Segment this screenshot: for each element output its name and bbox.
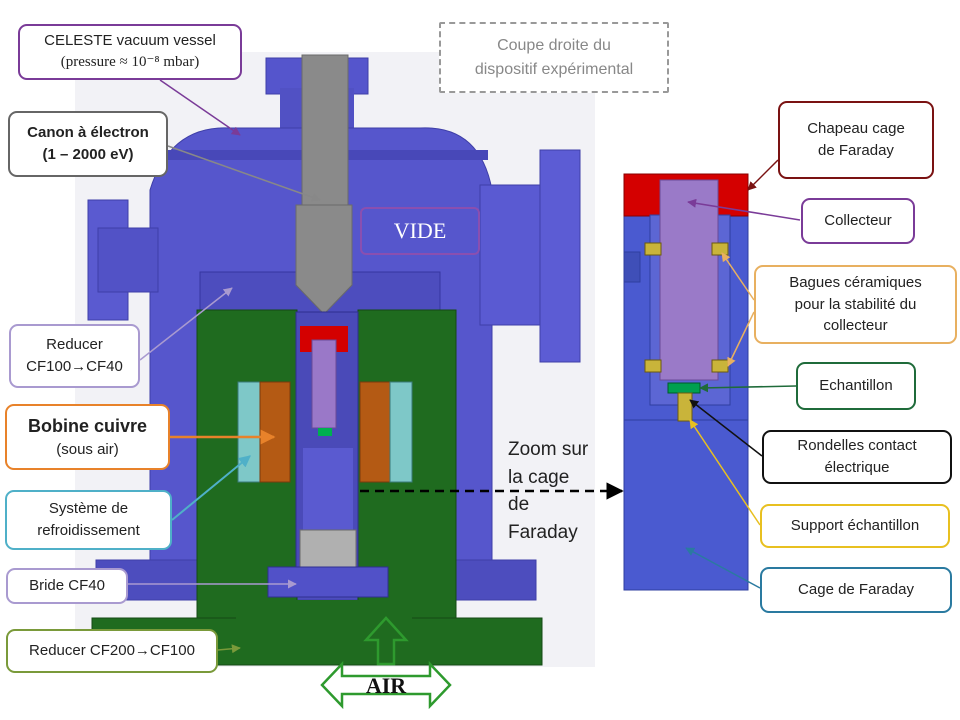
callout-lines [128,79,801,654]
collecteur-text: Collecteur [824,212,892,230]
bagues-line3: collecteur [823,317,888,335]
label-reducer-cf200: Reducer CF200→CF100 [6,629,218,673]
label-air: AIR [365,673,407,698]
coupe-line1: Coupe droite du [497,37,611,55]
reducer-cf100-line1: Reducer [46,336,103,354]
air-arrows [320,616,452,710]
reducer-cf100-line2: CF100→CF40 [26,358,123,375]
bagues-line2: pour la stabilité du [794,295,917,313]
bagues-line1: Bagues céramiques [789,273,922,291]
central-tube [267,311,389,598]
chapeau-line2: de Faraday [818,142,894,159]
canon-line2: (1 – 2000 eV) [42,146,134,163]
vessel-line1: CELESTE vacuum vessel [44,32,216,50]
bobine-line1: Bobine cuivre [27,416,148,437]
label-collector: Collecteur [801,198,915,244]
echantillon-text: Echantillon [819,377,893,395]
label-zoom: Zoom sur la cage de Faraday [508,436,588,546]
label-reducer-cf100: Reducer CF100→CF40 [9,324,140,388]
coupe-line2: dispositif expérimental [474,60,634,78]
label-cooling-system: Système de refroidissement [5,490,172,550]
copper-coil [237,381,413,483]
zoom-line1: Zoom sur [508,439,589,460]
bride-text: Bride CF40 [29,577,105,595]
refroid-line2: refroidissement [37,522,140,539]
vessel-line2: (pressure ≈ 10⁻⁸ mbar) [60,54,200,70]
label-electron-gun: Canon à électron (1 – 2000 eV) [8,111,168,177]
reducer-cf200-text: Reducer CF200→CF100 [29,642,195,660]
canon-line1: Canon à électron [27,124,149,142]
label-sample-holder: Support échantillon [760,504,950,548]
label-contact-washers: Rondelles contact électrique [762,430,952,484]
zoom-line3: de [508,494,530,516]
label-vacuum-vessel: CELESTE vacuum vessel (pressure ≈ 10⁻⁸ m… [18,24,242,80]
electron-gun [295,54,353,313]
label-vide: VIDE [360,207,480,255]
reducer-cf200-body [91,309,543,666]
zoom-line4: Faraday [508,521,578,543]
label-faraday-cage: Cage de Faraday [760,567,952,613]
label-ceramic-rings: Bagues céramiques pour la stabilité du c… [754,265,957,344]
refroid-line1: Système de [48,500,129,518]
label-copper-coil: Bobine cuivre (sous air) [5,404,170,470]
label-sample: Echantillon [796,362,916,410]
rondelles-line1: Rondelles contact [797,437,917,455]
label-faraday-cap: Chapeau cage de Faraday [778,101,934,179]
label-flange-cf40: Bride CF40 [6,568,128,604]
cage-text: Cage de Faraday [798,581,914,599]
bobine-line2: (sous air) [56,441,119,459]
faraday-cage-zoom [623,173,749,591]
label-cross-section-title: Coupe droite du dispositif expérimental [439,22,669,93]
zoom-line2: la cage [508,466,570,488]
chapeau-line1: Chapeau cage [807,120,905,138]
rondelles-line2: électrique [824,459,890,476]
support-text: Support échantillon [790,517,920,535]
